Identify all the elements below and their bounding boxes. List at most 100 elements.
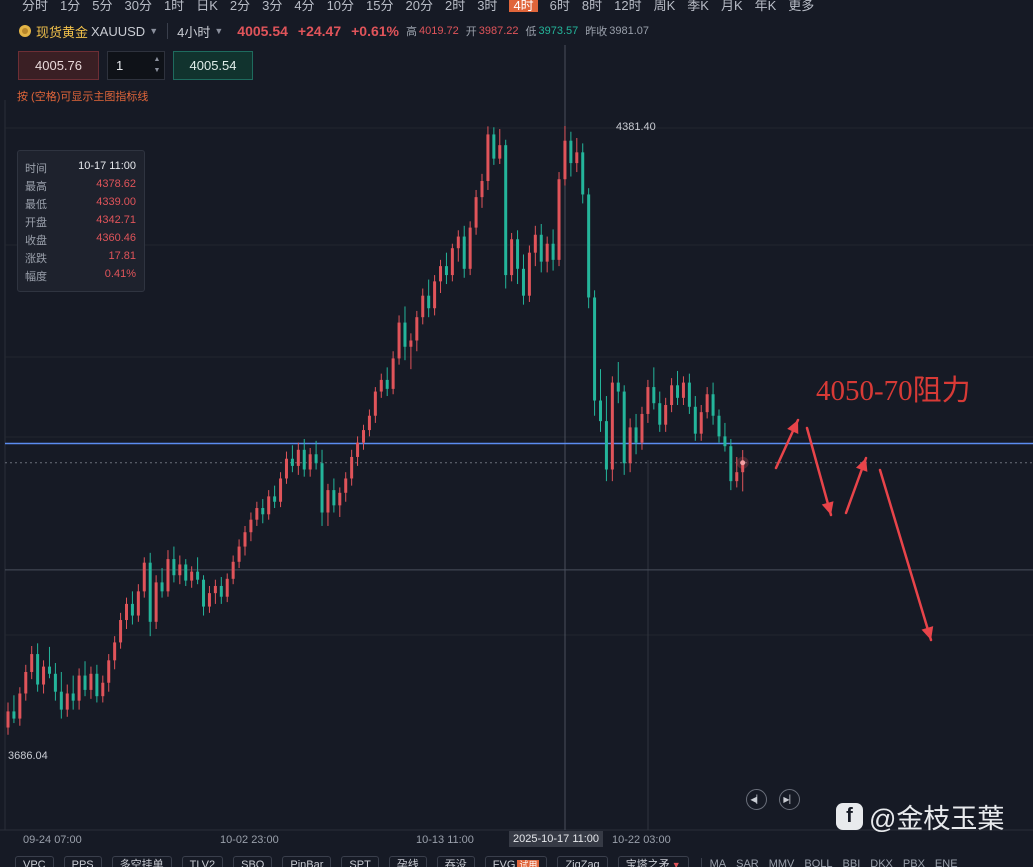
candle-body	[202, 579, 206, 607]
indicator-pill[interactable]: PinBar	[282, 856, 332, 867]
indicator-pill[interactable]: SBO	[233, 856, 273, 867]
candle-body	[350, 456, 354, 479]
candle-body	[456, 236, 460, 249]
candle-body	[296, 449, 300, 466]
instrument-symbol[interactable]: XAUUSD	[91, 23, 146, 39]
sell-button[interactable]: 4005.76	[18, 51, 99, 80]
timeframe-18[interactable]: 周K	[653, 0, 676, 12]
candle-body	[676, 385, 680, 398]
candle-body	[504, 145, 508, 276]
timeframe-2[interactable]: 5分	[92, 0, 113, 12]
timeframe-10[interactable]: 15分	[366, 0, 394, 12]
indicator-pill[interactable]: FVG 试用	[484, 856, 548, 867]
x-tick-label: 09-24 07:00	[23, 834, 82, 846]
timeframe-22[interactable]: 更多	[788, 0, 815, 12]
info-value: 4342.71	[96, 214, 136, 226]
indicator-pill[interactable]: PPS	[63, 856, 102, 867]
timeframe-bar: 分时 1分 5分 30分 1时 日K 2分 3分 4分 10分 15分 20分 2时 3时 4时 6时 8时 12…	[0, 0, 1033, 12]
timeframe-12[interactable]: 2时	[444, 0, 466, 12]
candle-body	[581, 152, 585, 195]
quantity-stepper-icon[interactable]: ▲ ▼	[153, 56, 161, 74]
quantity-input[interactable]: 1 ▲ ▼	[107, 51, 165, 80]
timeframe-0[interactable]: 分时	[22, 0, 49, 12]
candle-body	[119, 620, 123, 643]
candle-body	[344, 478, 348, 493]
candle-body	[593, 297, 597, 401]
indicator-pill[interactable]: 多空挂单	[111, 856, 172, 867]
symbol-dropdown-icon[interactable]: ▼	[149, 26, 159, 36]
candle-body	[652, 387, 656, 404]
skip-forward-icon[interactable]: ▶▏	[779, 789, 800, 810]
divider	[167, 23, 169, 39]
x-tick-label: 10-13 11:00	[416, 834, 474, 846]
skip-back-icon[interactable]: ◀▏	[746, 789, 767, 810]
timeframe-9[interactable]: 10分	[326, 0, 355, 12]
candles-group	[6, 126, 745, 735]
candle-body	[71, 693, 75, 701]
candle-body	[362, 430, 365, 443]
indicator-pill-label: TLV2	[189, 859, 216, 867]
indicator-ene[interactable]: ENE	[934, 858, 958, 867]
crosshair-time-label: 2025-10-17 11:00	[509, 831, 604, 847]
instrument-bar: 现货黄金 XAUUSD ▼ 4小时 ▼ 4005.54 +24.47 +0.61…	[0, 17, 1033, 45]
indicator-toolbar: VPC PPS 多空挂单 TLV2 SBO PinBar SPT 孕线 吞没 FVG 试用 ZigZa…	[0, 853, 1033, 867]
timeframe-3[interactable]: 30分	[124, 0, 152, 12]
quantity-value[interactable]: 1	[116, 58, 124, 73]
indicator-pbx[interactable]: PBX	[902, 858, 925, 867]
candle-body	[527, 252, 531, 296]
low-value: 3973.57	[538, 25, 579, 37]
timeframe-dropdown-icon[interactable]: ▼	[214, 26, 224, 36]
candle-body	[101, 682, 105, 697]
indicator-pill[interactable]: SPT	[341, 856, 379, 867]
candle-body	[231, 561, 235, 579]
indicator-pill[interactable]: 吞没	[436, 856, 475, 867]
candle-body	[444, 266, 448, 276]
candle-body	[439, 266, 443, 282]
candle-body	[261, 508, 265, 515]
candle-body	[723, 436, 727, 447]
timeframe-15[interactable]: 6时	[549, 0, 570, 12]
candle-body	[545, 243, 549, 262]
timeframe-14[interactable]: 4时	[509, 0, 538, 12]
timeframe-5[interactable]: 日K	[196, 0, 218, 12]
instrument-name[interactable]: 现货黄金	[36, 24, 89, 40]
candle-body	[154, 582, 158, 622]
candle-body	[433, 281, 437, 309]
indicator-pill[interactable]: 宝塔之矛 ▼	[617, 856, 689, 867]
timeframe-6[interactable]: 2分	[229, 0, 251, 12]
indicator-boll[interactable]: BOLL	[804, 858, 833, 867]
indicator-pill[interactable]: VPC	[15, 856, 54, 867]
timeframe-8[interactable]: 4分	[294, 0, 315, 12]
timeframe-4[interactable]: 1时	[163, 0, 185, 12]
indicator-pill[interactable]: 孕线	[388, 856, 427, 867]
timeframe-21[interactable]: 年K	[754, 0, 777, 12]
indicator-pill[interactable]: ZigZag	[557, 856, 608, 867]
timeframe-16[interactable]: 8时	[581, 0, 603, 12]
candle-body	[47, 666, 51, 674]
candle-body	[83, 675, 87, 690]
timeframe-1[interactable]: 1分	[60, 0, 81, 12]
candle-body	[462, 236, 466, 269]
timeframe-11[interactable]: 20分	[405, 0, 433, 12]
candle-body	[373, 391, 377, 416]
candle-body	[610, 382, 614, 470]
timeframe-7[interactable]: 3分	[262, 0, 283, 12]
candle-body	[24, 671, 28, 694]
timeframe-19[interactable]: 季K	[687, 0, 709, 12]
candle-body	[533, 234, 537, 253]
buy-button[interactable]: 4005.54	[173, 51, 253, 80]
timeframe-20[interactable]: 月K	[720, 0, 743, 12]
timeframe-13[interactable]: 3时	[477, 0, 498, 12]
indicator-pill[interactable]: TLV2	[181, 856, 224, 867]
indicator-bbi[interactable]: BBI	[842, 858, 861, 867]
indicator-sar[interactable]: SAR	[736, 858, 759, 867]
timeframe-select[interactable]: 4小时	[177, 24, 211, 40]
timeframe-17[interactable]: 12时	[614, 0, 642, 12]
candle-body	[237, 546, 241, 562]
indicator-dkx[interactable]: DKX	[870, 858, 893, 867]
indicator-mmv[interactable]: MMV	[768, 858, 795, 867]
indicator-ma[interactable]: MA	[709, 858, 727, 867]
candle-body	[172, 559, 176, 576]
indicator-pill-label: FVG	[492, 859, 516, 867]
